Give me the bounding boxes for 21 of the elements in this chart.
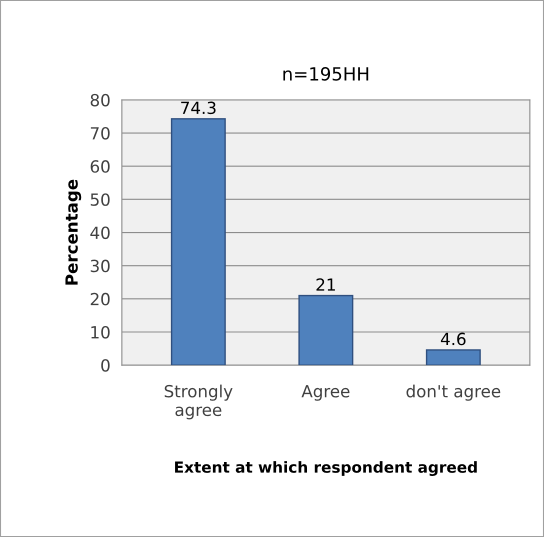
y-tick-label: 30 (90, 260, 110, 272)
y-tick-label: 20 (90, 292, 110, 306)
data-label: 74.3 (181, 102, 216, 114)
y-axis-title: Percentage (65, 180, 82, 285)
x-tick-label: don't agree (406, 384, 500, 401)
x-axis-title: Extent at which respondent agreed (175, 461, 477, 476)
bar (426, 349, 481, 366)
y-tick-label: 10 (91, 326, 110, 339)
bar (170, 118, 226, 366)
y-tick-label: 50 (90, 193, 110, 206)
y-tick-label: 0 (101, 359, 110, 372)
y-tick-label: 60 (90, 160, 110, 173)
y-tick-label: 80 (90, 94, 110, 106)
chart-title: n=195HH (283, 67, 368, 81)
x-tick-label: Agree (302, 385, 350, 401)
y-tick-label: 40 (90, 226, 110, 240)
x-tick-label: Strongly agree (164, 384, 233, 420)
data-label: 4.6 (440, 332, 466, 346)
bar (298, 294, 354, 366)
y-tick-label: 70 (90, 127, 110, 140)
data-label: 21 (316, 278, 335, 291)
